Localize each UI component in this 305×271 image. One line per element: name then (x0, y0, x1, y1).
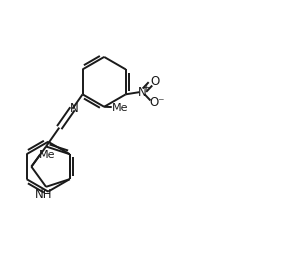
Text: O: O (150, 75, 160, 88)
Text: O⁻: O⁻ (149, 96, 164, 109)
Text: N: N (70, 102, 78, 115)
Text: N: N (138, 86, 147, 99)
Text: +: + (142, 83, 150, 92)
Text: Me: Me (112, 103, 129, 113)
Text: NH: NH (34, 188, 52, 201)
Text: Me: Me (39, 150, 55, 160)
